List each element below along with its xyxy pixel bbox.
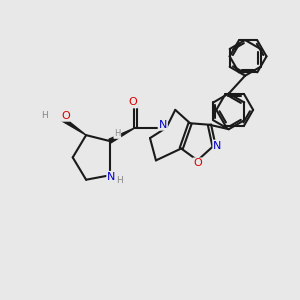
Text: O: O [61, 111, 70, 121]
Text: N: N [107, 172, 116, 182]
Text: H: H [114, 129, 121, 138]
Text: H: H [41, 111, 48, 120]
Text: N: N [159, 120, 167, 130]
Polygon shape [61, 117, 86, 135]
Polygon shape [109, 128, 135, 143]
Text: O: O [128, 98, 137, 107]
Text: H: H [116, 176, 123, 185]
Text: O: O [193, 158, 202, 168]
Text: N: N [213, 140, 222, 151]
